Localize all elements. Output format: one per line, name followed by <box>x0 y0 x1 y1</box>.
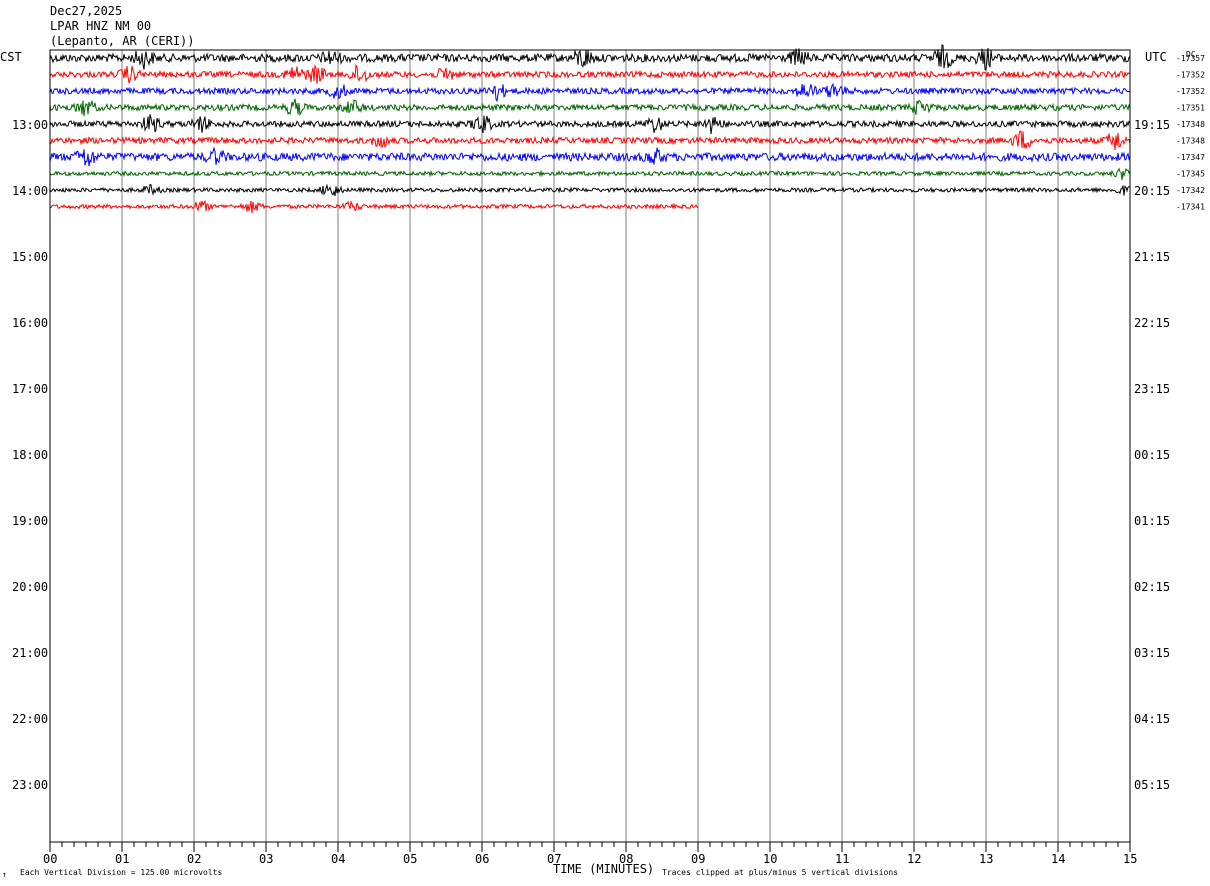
dc-offset-label: -17345 <box>1176 170 1205 179</box>
x-tick-label: 00 <box>43 852 57 866</box>
trace-line <box>49 114 1131 135</box>
minute-gridlines <box>121 50 1059 842</box>
right-hour-label: 19:15 <box>1134 118 1170 132</box>
left-hour-label: 18:00 <box>12 448 48 462</box>
left-hour-label: 23:00 <box>12 778 48 792</box>
x-tick-label: 12 <box>907 852 921 866</box>
left-zone-label: CST <box>0 50 22 64</box>
dc-offset-label: -17348 <box>1176 137 1205 146</box>
dc-offset-labels: -17357 -17352 -17352 -17351 -17348 -17348 -173… <box>1176 54 1205 212</box>
right-hour-label: 03:15 <box>1134 646 1170 660</box>
x-tick-label: 14 <box>1051 852 1065 866</box>
left-hour-labels: 13:00 14:00 15:00 16:00 17:00 18:00 19:00 20:00… <box>12 118 48 792</box>
right-hour-label: 01:15 <box>1134 514 1170 528</box>
trace-line <box>49 167 1131 180</box>
left-hour-label: 22:00 <box>12 712 48 726</box>
dc-offset-label: -17347 <box>1176 153 1205 162</box>
trace-line <box>49 183 1131 197</box>
right-hour-label: 23:15 <box>1134 382 1170 396</box>
date-label: Dec27,2025 <box>50 4 123 18</box>
x-tick-label: 03 <box>259 852 273 866</box>
trace-line <box>49 82 1131 103</box>
left-hour-label: 20:00 <box>12 580 48 594</box>
dc-offset-label: -17342 <box>1176 186 1205 195</box>
scale-mark: ↑ <box>2 870 7 879</box>
clip-note: Traces clipped at plus/minus 5 vertical … <box>662 868 898 877</box>
location-label: (Lepanto, AR (CERI)) <box>50 34 195 48</box>
right-hour-label: 00:15 <box>1134 448 1170 462</box>
x-tick-label: 13 <box>979 852 993 866</box>
x-tick-label: 02 <box>187 852 201 866</box>
left-hour-label: 13:00 <box>12 118 48 132</box>
dc-unit-label: DC <box>1186 50 1196 59</box>
x-tick-label: 08 <box>619 852 633 866</box>
dc-offset-label: -17352 <box>1176 71 1205 80</box>
seismic-traces <box>49 44 1131 214</box>
trace-line <box>49 130 1131 151</box>
right-hour-label: 05:15 <box>1134 778 1170 792</box>
dc-offset-label: -17352 <box>1176 87 1205 96</box>
x-tick-label: 15 <box>1123 852 1137 866</box>
x-tick-label: 01 <box>115 852 129 866</box>
right-hour-label: 22:15 <box>1134 316 1170 330</box>
right-zone-label: UTC <box>1145 50 1167 64</box>
trace-line <box>49 44 1131 71</box>
trace-line <box>49 63 1131 85</box>
x-tick-label: 04 <box>331 852 345 866</box>
right-hour-label: 20:15 <box>1134 184 1170 198</box>
trace-line <box>49 98 1131 117</box>
x-axis-label: TIME (MINUTES) <box>553 862 654 876</box>
x-tick-label: 09 <box>691 852 705 866</box>
left-hour-label: 17:00 <box>12 382 48 396</box>
dc-offset-label: -17351 <box>1176 104 1205 113</box>
left-hour-label: 15:00 <box>12 250 48 264</box>
station-label: LPAR HNZ NM 00 <box>50 19 152 33</box>
left-hour-label: 14:00 <box>12 184 48 198</box>
x-tick-label: 10 <box>763 852 777 866</box>
dc-offset-label: -17341 <box>1176 203 1205 212</box>
right-hour-label: 02:15 <box>1134 580 1170 594</box>
division-note: Each Vertical Division = 125.00 microvol… <box>20 868 222 877</box>
x-tick-label: 05 <box>403 852 417 866</box>
plot-frame <box>49 49 1131 843</box>
trace-line <box>49 199 699 214</box>
dc-offset-label: -17357 <box>1176 54 1205 63</box>
right-hour-label: 04:15 <box>1134 712 1170 726</box>
dc-offset-label: -17348 <box>1176 120 1205 129</box>
x-tick-label: 11 <box>835 852 849 866</box>
minute-ticks <box>49 842 1131 852</box>
right-hour-label: 21:15 <box>1134 250 1170 264</box>
left-hour-label: 16:00 <box>12 316 48 330</box>
left-hour-label: 21:00 <box>12 646 48 660</box>
x-tick-label: 07 <box>547 852 561 866</box>
x-tick-label: 06 <box>475 852 489 866</box>
left-hour-label: 19:00 <box>12 514 48 528</box>
trace-line <box>49 146 1131 167</box>
x-tick-labels: 00 01 02 03 04 05 06 07 08 09 10 11 12 13 14 15 <box>43 852 1137 866</box>
right-hour-labels: 19:15 20:15 21:15 22:15 23:15 00:15 01:15 02:15… <box>1134 118 1170 792</box>
